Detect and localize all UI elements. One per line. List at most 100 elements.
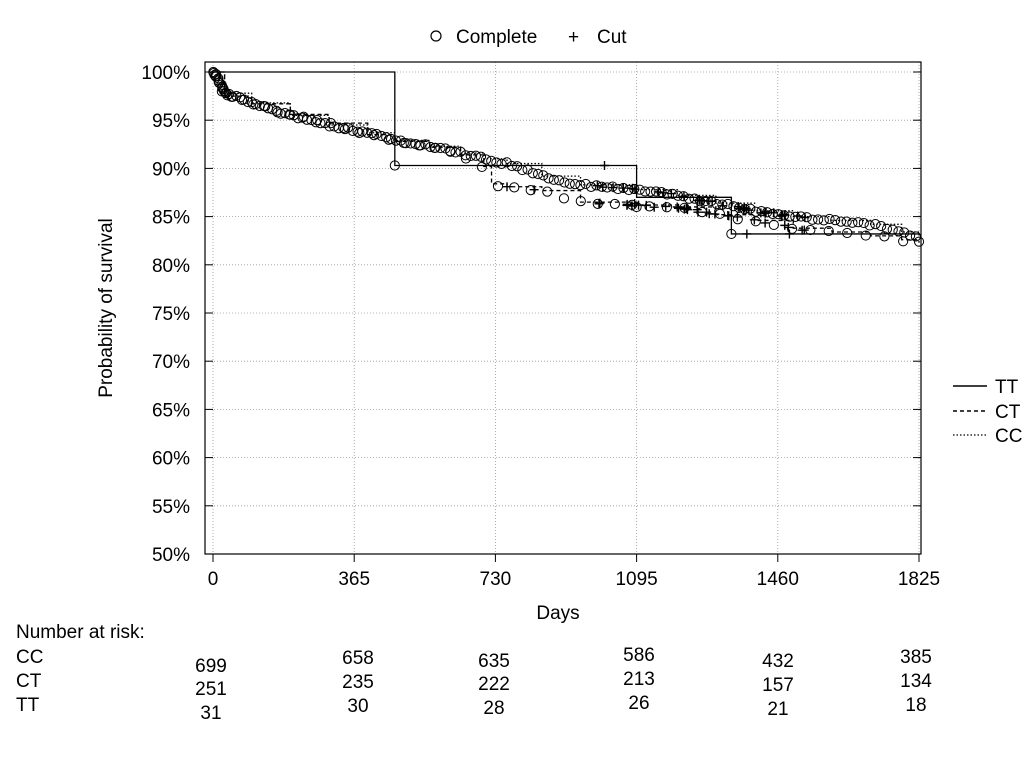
y-tick-label: 50%	[152, 545, 190, 566]
event-marker-tt	[389, 160, 400, 171]
censor-mark	[661, 201, 671, 211]
censor-mark	[653, 187, 663, 197]
event-marker-cc	[501, 157, 512, 168]
event-marker-cc	[465, 150, 476, 162]
event-marker-cc	[460, 150, 471, 161]
censor-mark	[682, 203, 692, 213]
event-marker-ct	[750, 216, 761, 227]
event-marker-cc	[267, 104, 278, 115]
event-marker-ct	[285, 109, 296, 120]
event-marker-tt	[726, 228, 737, 240]
event-marker-cc	[830, 215, 841, 226]
event-marker-cc	[338, 122, 349, 134]
risk-tt-1460: 21	[767, 699, 789, 720]
risk-tt-730: 28	[483, 698, 505, 719]
risk-ct-1825: 134	[900, 671, 932, 692]
censor-mark	[793, 211, 803, 221]
censor-mark	[760, 218, 770, 228]
event-marker-ct	[542, 186, 553, 197]
censor-mark	[769, 208, 779, 218]
censor-mark	[702, 207, 712, 217]
risk-table-title: Number at risk:	[16, 622, 145, 643]
risk-ct-0: 251	[195, 679, 227, 700]
event-marker-cc	[623, 184, 634, 196]
event-marker-cc	[672, 190, 684, 201]
risk-cc-365: 658	[342, 648, 374, 669]
event-marker-ct	[226, 91, 237, 102]
event-marker-cc	[847, 217, 858, 228]
x-tick-label: 0	[208, 569, 219, 590]
censor-mark	[756, 208, 766, 218]
event-marker-ct	[429, 142, 440, 154]
event-marker-cc	[506, 160, 518, 172]
series-legend: TT CT CC	[953, 377, 1022, 447]
censor-mark	[761, 207, 771, 217]
censor-mark	[641, 200, 651, 210]
event-marker-cc	[254, 100, 265, 112]
event-marker-cc	[564, 178, 575, 189]
censor-mark	[733, 202, 743, 212]
event-marker-cc	[450, 147, 461, 158]
risk-ct-1460: 157	[762, 675, 794, 696]
y-tick-label: 80%	[152, 256, 190, 277]
event-marker-ct	[260, 101, 271, 112]
event-marker-ct	[339, 123, 351, 135]
censor-mark	[659, 188, 669, 198]
event-marker-cc	[538, 170, 549, 181]
event-marker-ct	[492, 181, 504, 192]
censor-mark-tt	[742, 229, 752, 239]
event-marker-cc	[496, 158, 507, 169]
event-marker-cc	[864, 220, 875, 231]
event-marker-ct	[842, 227, 853, 239]
risk-tt-365: 30	[347, 696, 369, 717]
event-marker-cc	[853, 217, 864, 228]
censor-mark	[502, 182, 512, 192]
risk-tt-1825: 18	[905, 695, 927, 716]
event-marker-cc	[835, 216, 847, 227]
event-marker-cc	[841, 216, 852, 227]
risk-tt-0: 31	[200, 703, 222, 724]
event-marker-cc	[315, 118, 326, 129]
x-tick-label: 365	[338, 569, 370, 590]
marker-layer	[208, 66, 925, 247]
censor-mark	[724, 211, 734, 221]
event-marker-ct	[325, 117, 337, 129]
event-marker-cc	[575, 180, 586, 191]
censor-mark	[692, 205, 702, 215]
event-marker-ct	[823, 225, 834, 237]
event-marker-ct	[575, 195, 586, 207]
legend-label-cc: CC	[995, 426, 1022, 447]
event-marker-ct	[248, 99, 259, 110]
x-tick-label: 1095	[615, 569, 657, 590]
series-line-cc	[213, 71, 920, 237]
event-marker-cc	[585, 181, 597, 193]
y-tick-label: 55%	[152, 497, 190, 518]
event-marker-ct	[558, 193, 570, 204]
censor-mark	[630, 199, 640, 209]
censor-mark	[779, 210, 789, 220]
event-marker-ct	[860, 230, 871, 241]
censor-mark	[672, 202, 682, 212]
y-tick-label: 60%	[152, 449, 190, 470]
event-marker-cc	[366, 128, 377, 139]
censor-mark	[679, 191, 689, 201]
censor-mark	[780, 220, 790, 230]
y-tick-label: 85%	[152, 208, 190, 229]
risk-ct-1095: 213	[623, 669, 655, 690]
event-marker-ct	[768, 219, 779, 231]
event-marker-cc	[569, 179, 581, 190]
censor-mark-tt	[599, 161, 609, 171]
censor-mark	[529, 185, 539, 195]
y-tick-label: 65%	[152, 400, 190, 421]
censor-mark-tt	[784, 229, 794, 239]
event-marker-cc	[475, 151, 487, 162]
event-marker-cc	[522, 164, 533, 175]
complete-label: Complete	[456, 27, 537, 48]
censor-mark	[595, 198, 605, 208]
event-marker-ct	[272, 107, 283, 118]
censor-mark	[749, 215, 759, 225]
complete-marker-icon	[430, 30, 442, 42]
plot-frame	[204, 61, 922, 555]
censor-mark	[622, 199, 632, 209]
